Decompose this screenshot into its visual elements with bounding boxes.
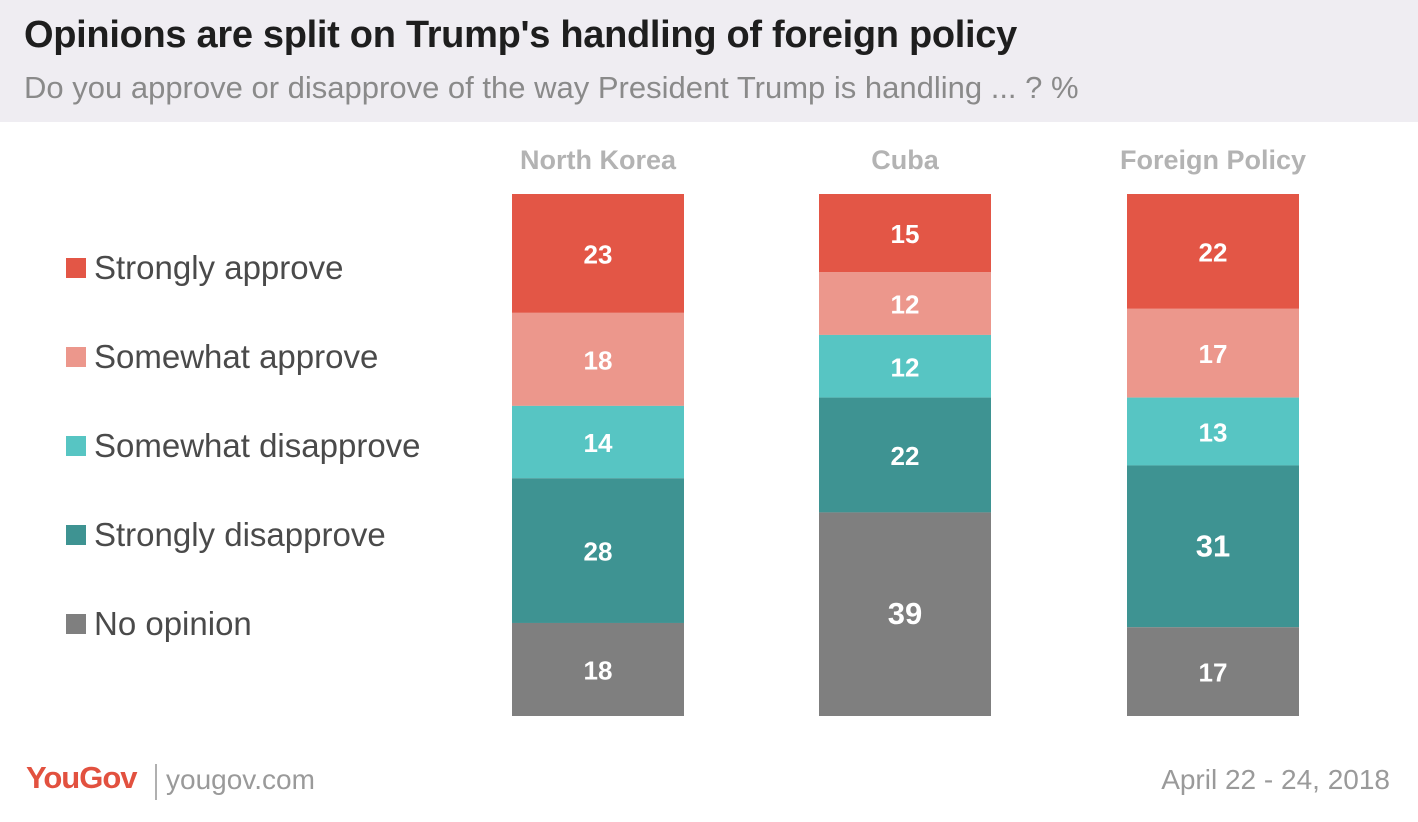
bar-foreign-policy-strongly-disapprove — [1127, 465, 1299, 628]
category-label-foreign-policy: Foreign Policy — [1120, 145, 1306, 175]
chart-title: Opinions are split on Trump's handling o… — [24, 14, 1017, 56]
bar-cuba-strongly-disapprove — [819, 397, 991, 513]
bar-cuba-no-opinion — [819, 512, 991, 716]
data-label-north-korea-somewhat-approve: 18 — [584, 345, 613, 375]
chart-subtitle: Do you approve or disapprove of the way … — [24, 70, 1079, 105]
header-band: Opinions are split on Trump's handling o… — [0, 0, 1418, 122]
legend-swatch-no-opinion — [66, 614, 86, 634]
data-label-north-korea-no-opinion: 18 — [584, 655, 613, 685]
bar-north-korea-no-opinion — [512, 622, 684, 716]
bar-north-korea-strongly-disapprove — [512, 478, 684, 623]
legend-label-strongly-disapprove: Strongly disapprove — [94, 516, 386, 553]
legend-swatch-somewhat-disapprove — [66, 436, 86, 456]
footer-site: yougov.com — [166, 764, 315, 795]
legend-item-no-opinion: No opinion — [66, 604, 252, 644]
legend-swatch-strongly-approve — [66, 258, 86, 278]
bar-north-korea-strongly-approve — [512, 194, 684, 313]
data-label-foreign-policy-somewhat-approve: 17 — [1199, 339, 1228, 369]
legend-label-somewhat-disapprove: Somewhat disapprove — [94, 427, 421, 464]
data-label-cuba-strongly-approve: 15 — [891, 219, 920, 249]
bar-foreign-policy-strongly-approve — [1127, 194, 1299, 309]
data-label-foreign-policy-strongly-disapprove: 31 — [1196, 528, 1230, 563]
legend-item-somewhat-approve: Somewhat approve — [66, 337, 378, 377]
legend-swatch-somewhat-approve — [66, 347, 86, 367]
data-label-north-korea-strongly-approve: 23 — [584, 239, 613, 269]
data-label-north-korea-somewhat-disapprove: 14 — [584, 428, 613, 458]
bar-north-korea-somewhat-approve — [512, 312, 684, 406]
legend-item-strongly-disapprove: Strongly disapprove — [66, 515, 386, 555]
legend-label-strongly-approve: Strongly approve — [94, 249, 344, 286]
bar-foreign-policy-somewhat-approve — [1127, 308, 1299, 398]
legend-item-strongly-approve: Strongly approve — [66, 248, 343, 288]
data-label-foreign-policy-strongly-approve: 22 — [1199, 237, 1228, 267]
footer-divider — [155, 764, 157, 800]
data-label-cuba-strongly-disapprove: 22 — [891, 441, 920, 471]
legend-label-somewhat-approve: Somewhat approve — [94, 338, 379, 375]
yougov-logo: YouGov — [26, 760, 138, 795]
bar-cuba-somewhat-disapprove — [819, 334, 991, 398]
category-label-cuba: Cuba — [871, 145, 939, 175]
data-label-foreign-policy-somewhat-disapprove: 13 — [1199, 418, 1228, 448]
category-label-north-korea: North Korea — [520, 145, 677, 175]
bar-cuba-strongly-approve — [819, 194, 991, 273]
data-label-cuba-somewhat-approve: 12 — [891, 290, 920, 320]
data-label-foreign-policy-no-opinion: 17 — [1199, 658, 1228, 688]
data-label-cuba-no-opinion: 39 — [888, 596, 922, 631]
bar-foreign-policy-somewhat-disapprove — [1127, 397, 1299, 466]
bar-foreign-policy-no-opinion — [1127, 627, 1299, 716]
legend-item-somewhat-disapprove: Somewhat disapprove — [66, 426, 421, 466]
data-label-north-korea-strongly-disapprove: 28 — [584, 537, 613, 567]
legend-label-no-opinion: No opinion — [94, 605, 252, 642]
data-label-cuba-somewhat-disapprove: 12 — [891, 352, 920, 382]
bar-cuba-somewhat-approve — [819, 272, 991, 335]
legend-swatch-strongly-disapprove — [66, 525, 86, 545]
bar-north-korea-somewhat-disapprove — [512, 405, 684, 479]
footer-date: April 22 - 24, 2018 — [1161, 764, 1390, 795]
